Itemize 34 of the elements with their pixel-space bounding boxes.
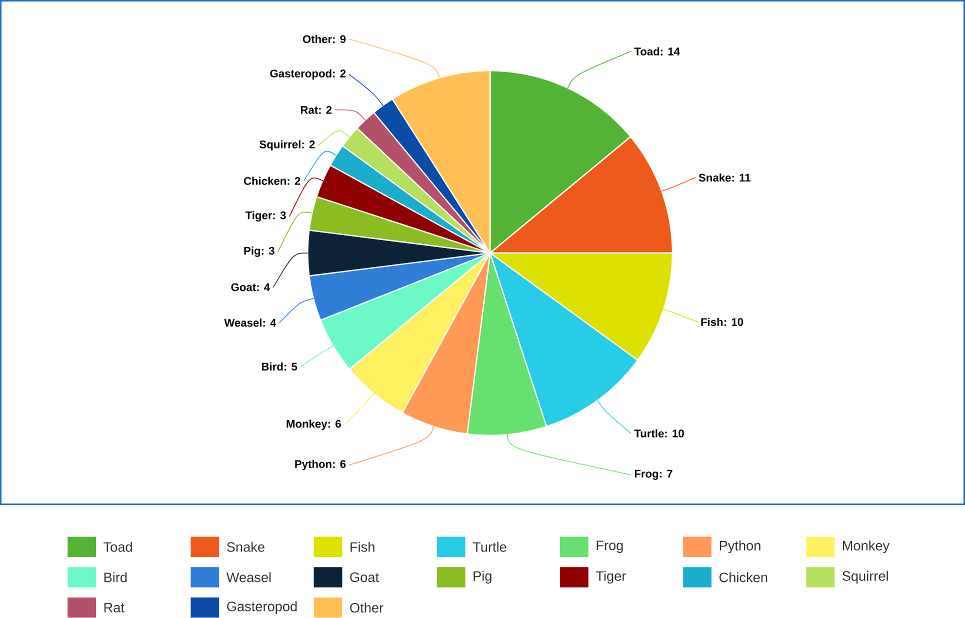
data-label: Other: 9 [302, 35, 346, 44]
legend-label: Snake [227, 542, 264, 552]
legend-label: Turtle [472, 542, 506, 552]
legend-label: Weasel [226, 572, 271, 582]
legend-label: Bird [104, 572, 127, 582]
legend-label: Rat [104, 602, 124, 612]
data-label: Tiger: 3 [245, 211, 286, 222]
legend-label: Goat [350, 572, 379, 582]
legend-label: Fish [350, 542, 374, 552]
legend-label: Monkey [842, 540, 890, 554]
data-label: Pig: 3 [244, 246, 274, 258]
data-label: Snake: 11 [698, 174, 750, 182]
data-label: Frog: 7 [634, 470, 672, 480]
data-label: Squirrel: 2 [260, 140, 315, 151]
legend-label: Squirrel [842, 570, 888, 584]
data-label: Monkey: 6 [286, 420, 341, 430]
data-label: Turtle: 10 [634, 429, 684, 438]
legend-label: Other [350, 602, 384, 613]
legend-label: Toad [104, 542, 132, 552]
data-label: Goat: 4 [231, 283, 270, 292]
data-label: Bird: 5 [262, 362, 298, 371]
data-label: Weasel: 4 [224, 318, 276, 327]
data-label: Fish: 10 [701, 318, 744, 326]
legend-label: Frog [596, 540, 623, 554]
data-label: Python: 6 [295, 460, 346, 470]
data-label: Rat: 2 [300, 106, 332, 114]
legend-label: Pig [474, 570, 492, 584]
data-label: Chicken: 2 [244, 176, 300, 186]
legend-label: Tiger [596, 570, 626, 584]
legend-label: Gasteropod [227, 601, 297, 614]
data-label: Toad: 14 [634, 47, 680, 56]
legend-label: Python [720, 540, 760, 554]
data-label: Gasteropod: 2 [270, 69, 346, 80]
legend-label: Chicken [719, 572, 768, 582]
